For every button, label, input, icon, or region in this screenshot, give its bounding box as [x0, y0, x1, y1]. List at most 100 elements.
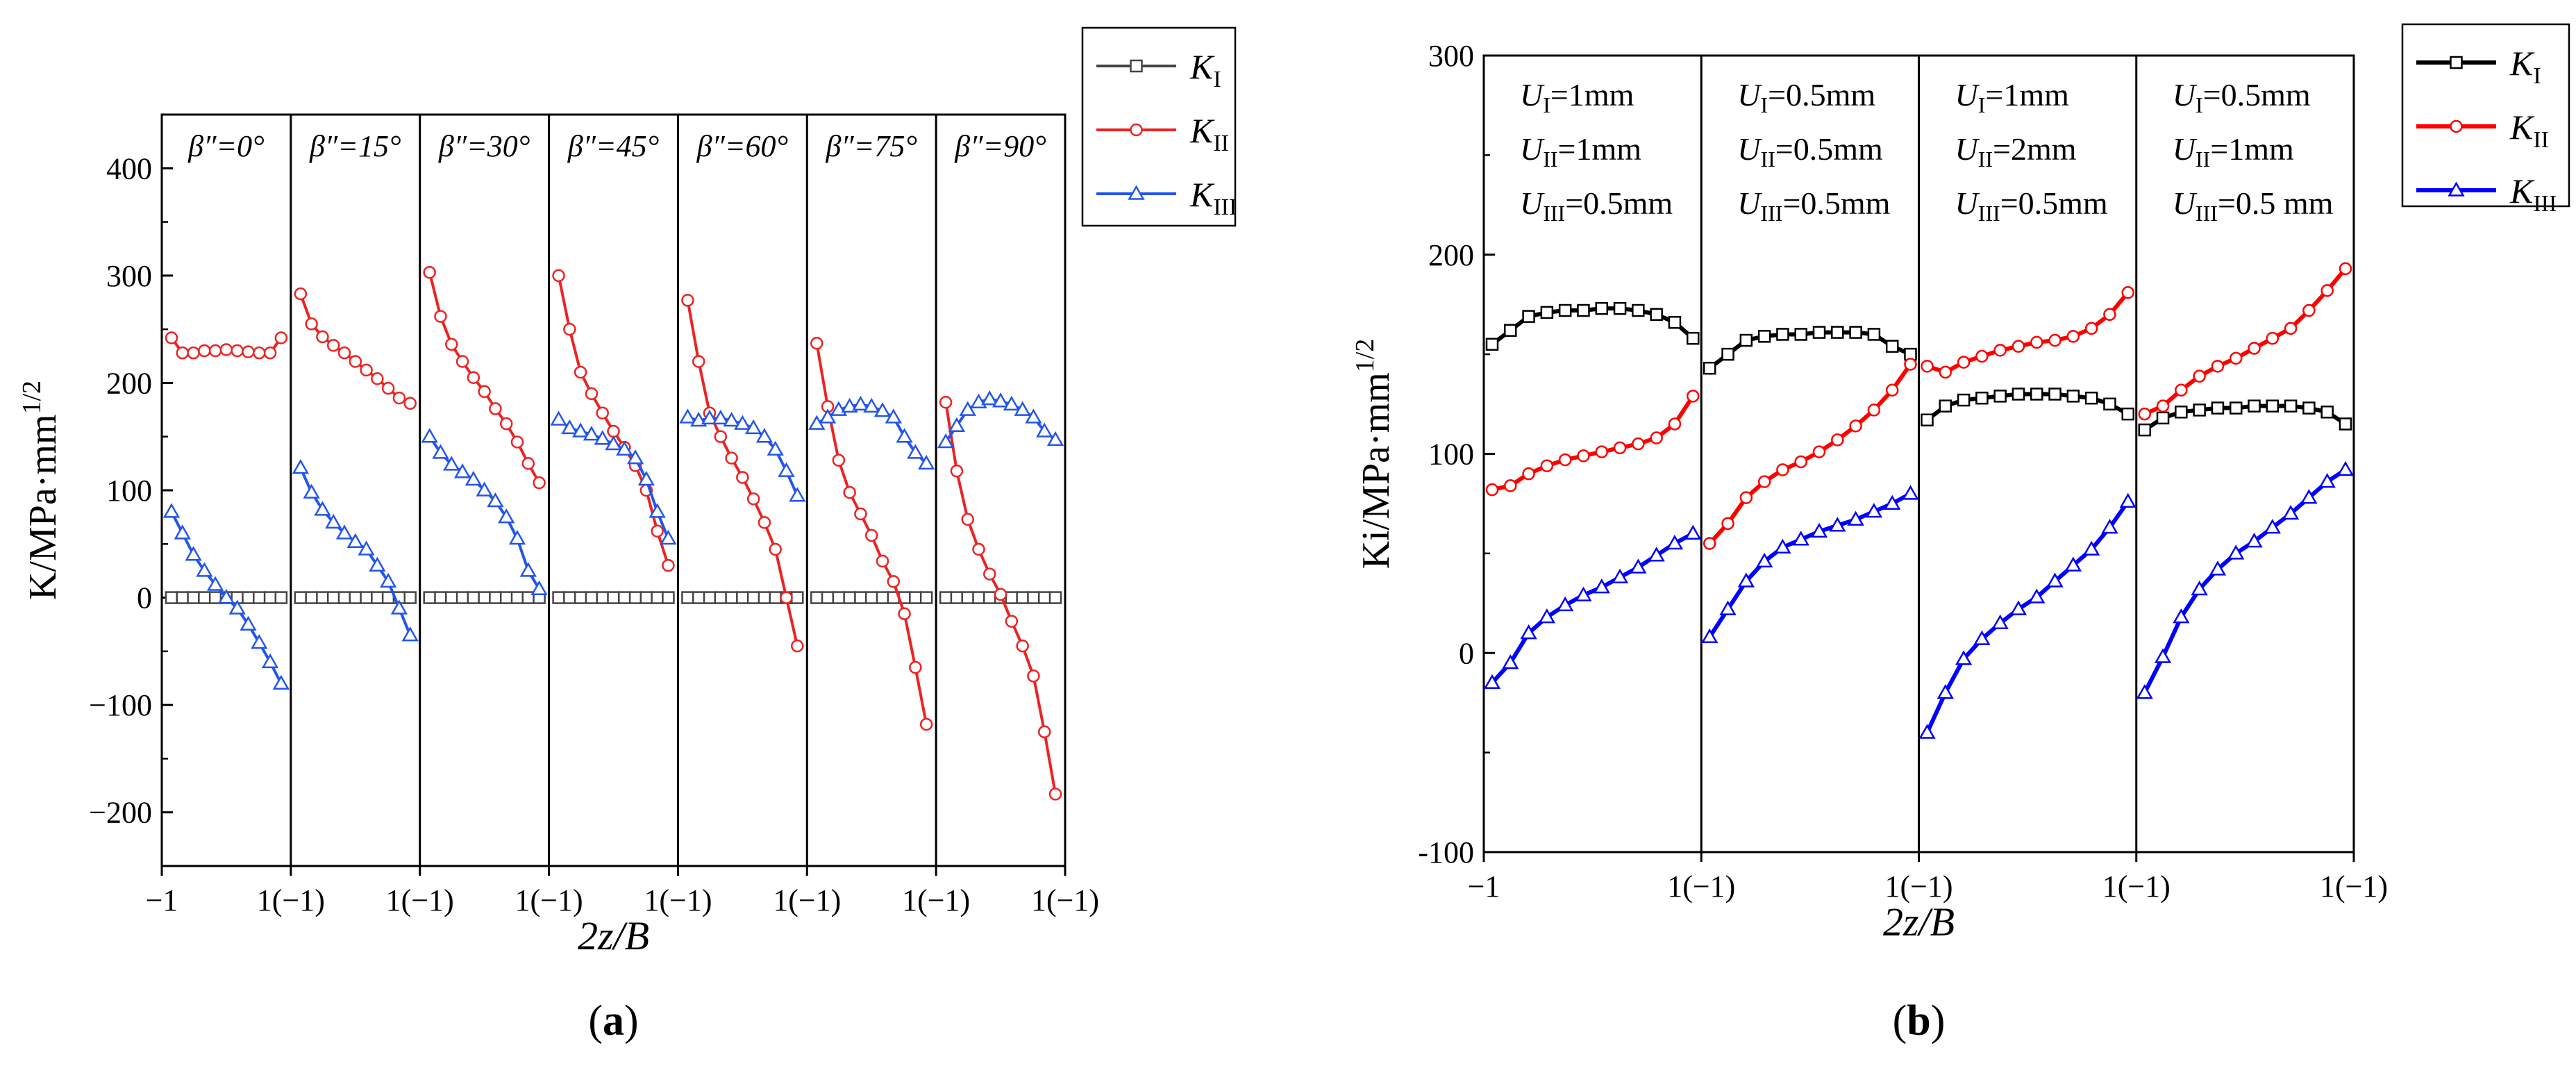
data-point-KI [1485, 338, 1499, 351]
data-point-KII [1975, 349, 1989, 363]
data-point-KIII [228, 599, 246, 615]
data-point-KIII [2173, 608, 2190, 624]
data-point-KIII [2245, 533, 2263, 548]
param-value: =2mm [1993, 131, 2077, 167]
data-point-KII [1757, 475, 1771, 488]
data-point-KIII [550, 410, 567, 426]
data-point-KII [2066, 330, 2080, 343]
data-point-KI [2248, 399, 2261, 413]
data-point-KII [725, 451, 738, 465]
data-point-KI [2266, 399, 2280, 413]
data-point-KII [2156, 399, 2170, 413]
data-point-KI [1632, 303, 1645, 317]
data-point-KI [1027, 591, 1040, 604]
data-point-KI [455, 591, 469, 604]
data-point-KIII [690, 412, 708, 427]
data-point-KIII [1847, 510, 1864, 526]
segment-label: β″=45° [567, 129, 660, 163]
legend-subscript: III [2533, 191, 2557, 217]
data-point-KII [403, 397, 417, 410]
data-point-KII [1005, 615, 1019, 628]
data-point-KIII [917, 454, 935, 470]
param-value: =0.5mm [1775, 131, 1883, 167]
data-point-KI [864, 591, 878, 604]
data-point-KI [832, 591, 846, 604]
x-tick-label: −1 [1468, 869, 1500, 903]
data-point-KIII [2154, 648, 2172, 663]
data-point-KI [2048, 388, 2061, 401]
data-point-KI [198, 591, 211, 604]
data-point-KII [552, 269, 565, 283]
data-point-KII [1577, 449, 1590, 463]
x-tick-label: 1(−1) [644, 883, 712, 917]
chart-a: −200 −100 0 100 200 300 400 −1 1(−1) 1(−1) 1(−1) 1(… [17, 26, 1237, 1044]
legend-symbol: K [2509, 108, 2535, 147]
data-point-KII [651, 524, 664, 538]
data-point-KIII [251, 633, 268, 649]
legend-symbol: K [2509, 44, 2535, 83]
data-point-KIII [744, 419, 762, 435]
param-subscript: II [1978, 147, 1993, 172]
data-point-KI [2193, 403, 2206, 417]
data-point-KIII [561, 419, 578, 435]
data-point-KIII [712, 409, 729, 425]
data-point-KIII [789, 487, 806, 502]
data-point-KIII [2209, 560, 2227, 576]
data-point-KI [2211, 401, 2225, 415]
segment-label: β″=15° [309, 129, 401, 163]
data-point-KII [983, 567, 996, 581]
segment-param-label: UIII=0.5mm [1520, 185, 1673, 226]
param-subscript: II [1760, 147, 1775, 172]
data-point-KIII [2191, 580, 2208, 596]
data-point-KIII [217, 589, 235, 604]
data-point-KIII [1502, 654, 1519, 669]
data-point-KI [371, 591, 384, 604]
data-point-KI [274, 591, 288, 604]
data-point-KII [1794, 455, 1807, 469]
data-point-KII [1849, 419, 1862, 433]
legend-symbol: K [1189, 175, 1215, 214]
data-point-KIII [508, 530, 526, 545]
data-point-KI [1703, 361, 1716, 375]
data-point-KI [2012, 388, 2025, 401]
legend-symbol: K [1189, 111, 1215, 150]
param-value: =0.5 mm [2218, 185, 2334, 221]
segment-1: β″=0° [162, 129, 290, 690]
data-point-KIII [959, 401, 976, 416]
data-point-KII [2320, 284, 2334, 297]
data-point-KI [1812, 326, 1826, 339]
data-point-KI [1687, 331, 1700, 345]
y-axis-title-sup: 1/2 [1350, 339, 1380, 373]
data-point-KIII [1774, 538, 1791, 554]
param-value: =0.5mm [1565, 185, 1673, 221]
data-point-KII [1812, 445, 1826, 458]
data-point-KIII [1937, 684, 1954, 699]
data-point-KII [832, 453, 846, 467]
param-symbol: U [2173, 131, 2198, 167]
segment-param-label: UII=1mm [1520, 131, 1641, 172]
legend-subscript: I [1213, 67, 1221, 92]
data-point-KI [1939, 399, 1952, 413]
data-point-KIII [2101, 519, 2118, 534]
data-point-KIII [992, 392, 1010, 408]
data-point-KIII [1991, 614, 2009, 629]
data-point-KI [909, 591, 922, 604]
data-point-KI [242, 591, 255, 604]
panel-paren: ) [1931, 997, 1946, 1044]
param-subscript: I [1978, 92, 1986, 117]
data-point-KII [1650, 431, 1663, 444]
param-value: =1mm [1550, 77, 1634, 113]
param-value: =0.5mm [1768, 77, 1875, 113]
series-line-KII [2143, 267, 2348, 416]
data-point-KI [736, 591, 749, 604]
data-point-KII [1595, 445, 1609, 458]
data-point-KI [1650, 308, 1663, 322]
data-point-KII [1016, 639, 1029, 653]
panel-label: (b) [1893, 997, 1946, 1044]
y-axis-title-main: K/MPa·mm [22, 415, 65, 601]
segment-param-label: UIII=0.5 mm [2173, 185, 2334, 226]
data-point-KI [983, 591, 996, 604]
data-point-KI [349, 591, 362, 604]
data-point-KI [662, 591, 675, 604]
data-point-KIII [1918, 724, 1936, 739]
